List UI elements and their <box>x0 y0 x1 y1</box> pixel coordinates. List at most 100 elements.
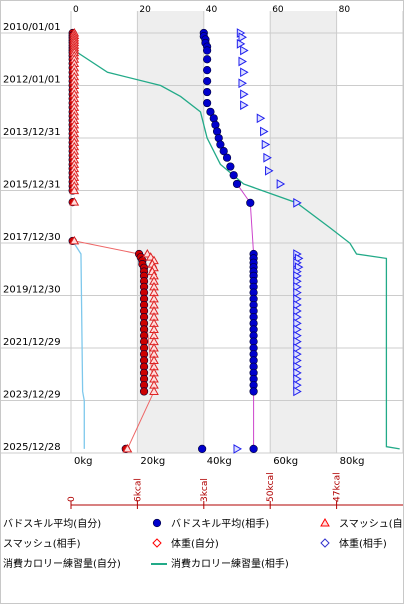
series-1-point <box>206 107 215 116</box>
top-tick-label: 0 <box>73 5 79 15</box>
top-tick-label: 20 <box>139 5 151 15</box>
background-bands <box>137 11 337 453</box>
legend-label: 体重(相手) <box>339 537 387 550</box>
series-2-point <box>69 197 80 206</box>
series-3-point <box>293 312 302 322</box>
series-3-point <box>293 330 302 341</box>
series-1-point <box>203 87 212 97</box>
legend-label: バドスキル平均(自分) <box>3 517 101 530</box>
series-lines <box>72 32 400 450</box>
series-3-point <box>293 324 302 335</box>
series-3-point <box>263 152 272 163</box>
y-tick-label: 2017/12/30 <box>3 232 61 243</box>
legend-swatch <box>152 518 162 528</box>
series-3-point <box>293 343 302 353</box>
series-3-point <box>293 336 302 347</box>
series-2-point <box>149 386 159 395</box>
series-3-point <box>293 300 302 310</box>
top-tick-label: 60 <box>272 5 284 15</box>
x-tick-label: 20kg <box>140 456 165 467</box>
series-0-point <box>139 387 149 396</box>
series-1-point <box>203 98 212 108</box>
calorie-tick-label: 0 <box>67 496 77 502</box>
calorie-tick-label: 47kcal <box>333 472 343 502</box>
series-3-point <box>238 78 247 89</box>
series-3-point <box>276 179 286 189</box>
calorie-tick-label: 6kcal <box>133 478 143 502</box>
calorie-tick-label: 3kcal <box>200 478 210 502</box>
series-1-point <box>203 46 212 55</box>
x-tick-label: 0kg <box>74 456 93 467</box>
series-2-point <box>122 443 133 453</box>
series-3-point <box>265 165 274 176</box>
series-3-point <box>233 444 243 454</box>
y-tick-label: 2019/12/30 <box>3 285 61 296</box>
series-1-point <box>249 444 258 454</box>
legend-label: 消費カロリー練習量(自分) <box>3 557 121 570</box>
x-tick-label: 60kg <box>273 456 298 467</box>
band-2 <box>270 11 337 453</box>
y-tick-label: 2010/01/01 <box>3 22 61 33</box>
series-1-point <box>229 171 238 180</box>
series-3-point <box>293 294 302 304</box>
series-1-point <box>219 146 228 156</box>
series-3-point <box>293 287 302 298</box>
legend-label: スマッシュ(相手) <box>3 537 81 550</box>
series-1-point <box>226 162 235 171</box>
series-1-point <box>203 55 212 64</box>
y-tick-label: 2025/12/28 <box>3 442 61 453</box>
series-1-point <box>249 387 258 396</box>
series-3-point <box>293 380 302 391</box>
series-line-6 <box>72 240 85 449</box>
y-tick-label: 2012/01/01 <box>3 75 61 86</box>
series-3-point <box>238 56 247 67</box>
legend-swatch <box>152 538 162 548</box>
series-3-point <box>293 374 302 384</box>
y-tick-label: 2015/12/31 <box>3 180 61 191</box>
legend-label: バドスキル平均(相手) <box>171 517 269 530</box>
series-3-point <box>293 318 302 329</box>
y-tick-label: 2023/12/29 <box>3 390 61 401</box>
series-1-point <box>246 198 255 207</box>
legend-label: 消費カロリー練習量(相手) <box>171 557 289 570</box>
legend-swatch <box>320 538 330 548</box>
series-3-point <box>238 32 247 43</box>
series-3-point <box>261 139 271 150</box>
series-3-point <box>240 45 249 56</box>
series-3-point <box>240 89 249 100</box>
legend-label: 体重(自分) <box>171 537 219 550</box>
series-3-point <box>293 198 302 208</box>
series-markers <box>68 27 304 454</box>
series-1-point <box>198 444 207 454</box>
series-3-point <box>256 113 266 124</box>
series-3-point <box>293 306 302 316</box>
x-tick-label: 40kg <box>207 456 232 467</box>
series-3-point <box>293 282 302 292</box>
series-3-point <box>293 355 302 366</box>
series-3-point <box>293 349 302 360</box>
series-3-point <box>293 361 302 372</box>
series-3-point <box>293 386 302 397</box>
series-3-point <box>260 126 269 137</box>
series-3-point <box>240 100 249 111</box>
axes: 2010/01/01 2012/01/01 2013/12/31 2015/12/31… <box>3 5 403 509</box>
series-1-point <box>216 140 225 149</box>
legend-swatch <box>320 517 330 527</box>
y-tick-label: 2021/12/29 <box>3 337 61 348</box>
series-1-point <box>232 179 242 189</box>
top-tick-label: 80 <box>339 5 351 15</box>
series-3-point <box>240 67 249 78</box>
y-tick-label: 2013/12/31 <box>3 127 61 138</box>
series-3-point <box>236 38 246 49</box>
calorie-tick-label: 50kcal <box>266 472 276 502</box>
grid-lines <box>1 11 404 454</box>
series-1-point <box>203 77 212 86</box>
band-1 <box>137 11 204 453</box>
series-3-point <box>293 276 302 287</box>
legend-label: スマッシュ(自 <box>339 517 403 530</box>
series-3-point <box>293 368 302 378</box>
series-1-point <box>203 66 212 75</box>
